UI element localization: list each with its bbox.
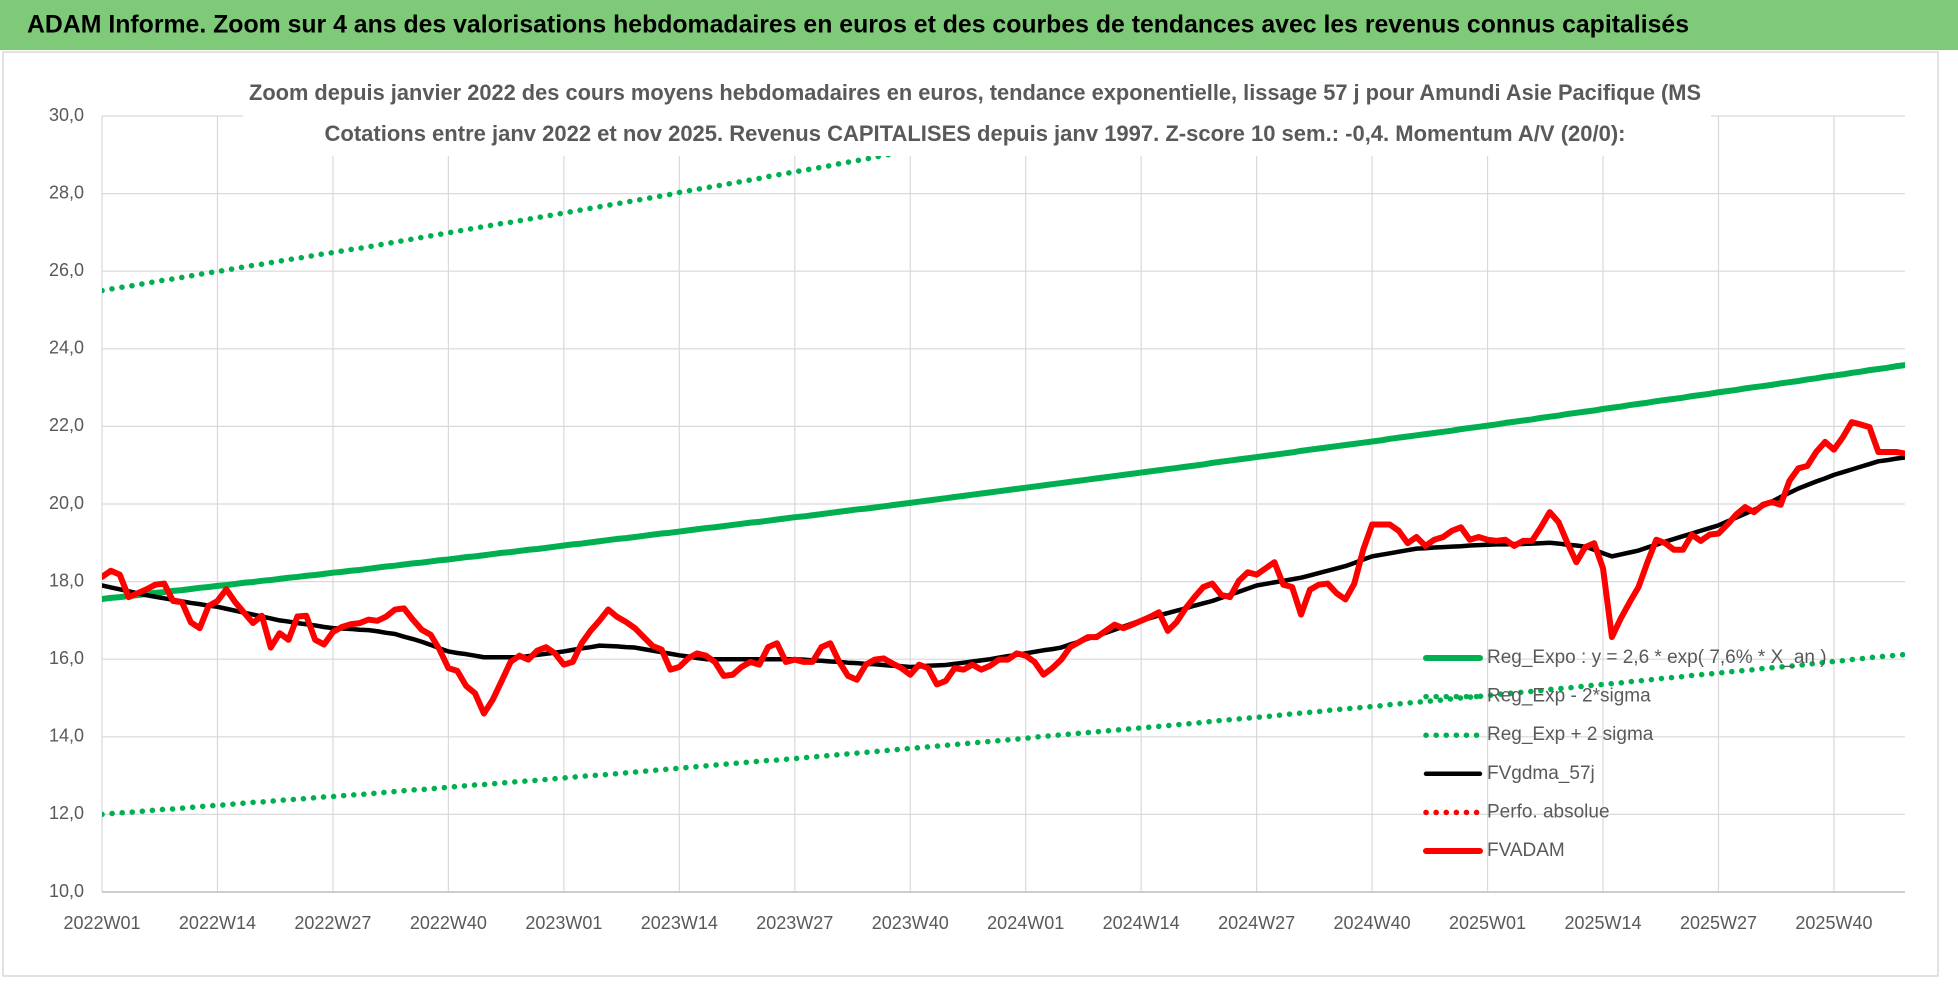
x-tick-label: 2024W40: [1334, 913, 1411, 933]
series-line: [102, 362, 1905, 603]
legend-label: FVADAM: [1487, 840, 1565, 861]
x-tick-label: 2022W27: [294, 913, 371, 933]
x-tick-label: 2024W27: [1218, 913, 1295, 933]
x-tick-label: 2025W14: [1564, 913, 1641, 933]
legend-label: Reg_Expo : y = 2,6 * exp( 7,6% * X_an ): [1487, 647, 1827, 668]
series-line: [102, 651, 1905, 818]
chart-title: ADAM Informe. Zoom sur 4 ans des valoris…: [27, 11, 1689, 39]
y-tick-label: 18,0: [49, 570, 84, 590]
header-bar: [0, 0, 1958, 50]
y-tick-label: 26,0: [49, 260, 84, 280]
y-tick-label: 22,0: [49, 415, 84, 435]
grid: 10,0 12,0 14,0 16,0 18,0 20,0 22,0 24,0 26,0 28,0…: [49, 105, 1905, 933]
y-tick-label: 24,0: [49, 338, 84, 358]
x-tick-label: 2023W14: [641, 913, 718, 933]
y-tick-label: 10,0: [49, 881, 84, 901]
series-line: [102, 116, 1108, 294]
legend-label: Reg_Exp + 2 sigma: [1487, 724, 1654, 745]
x-tick-label: 2025W27: [1680, 913, 1757, 933]
y-tick-label: 14,0: [49, 726, 84, 746]
x-tick-label: 2022W14: [179, 913, 256, 933]
x-tick-label: 2025W01: [1449, 913, 1526, 933]
y-tick-label: 20,0: [49, 493, 84, 513]
legend-label: Reg_Exp - 2*sigma: [1487, 686, 1651, 707]
x-tick-label: 2023W27: [756, 913, 833, 933]
x-tick-label: 2023W01: [525, 913, 602, 933]
y-tick-label: 12,0: [49, 803, 84, 823]
x-tick-label: 2022W01: [63, 913, 140, 933]
plot-area: [102, 116, 1905, 818]
x-tick-label: 2024W14: [1103, 913, 1180, 933]
y-tick-label: 28,0: [49, 182, 84, 202]
legend: Reg_Expo : y = 2,6 * exp( 7,6% * X_an ) R…: [1423, 647, 1827, 861]
chart-subtitle: Cotations entre janv 2022 et nov 2025. R…: [325, 121, 1626, 146]
legend-label: Perfo. absolue: [1487, 801, 1610, 822]
x-tick-label: 2025W40: [1795, 913, 1872, 933]
x-tick-label: 2023W40: [872, 913, 949, 933]
chart-subtitle: Zoom depuis janvier 2022 des cours moyen…: [249, 80, 1701, 105]
y-tick-label: 16,0: [49, 648, 84, 668]
series-line: [102, 419, 1905, 717]
chart-frame: [2, 51, 1939, 977]
subtitle-box: [243, 72, 1711, 156]
legend-label: FVgdma_57j: [1487, 763, 1595, 784]
x-tick-label: 2022W40: [410, 913, 487, 933]
x-tick-label: 2024W01: [987, 913, 1064, 933]
y-tick-label: 30,0: [49, 105, 84, 125]
